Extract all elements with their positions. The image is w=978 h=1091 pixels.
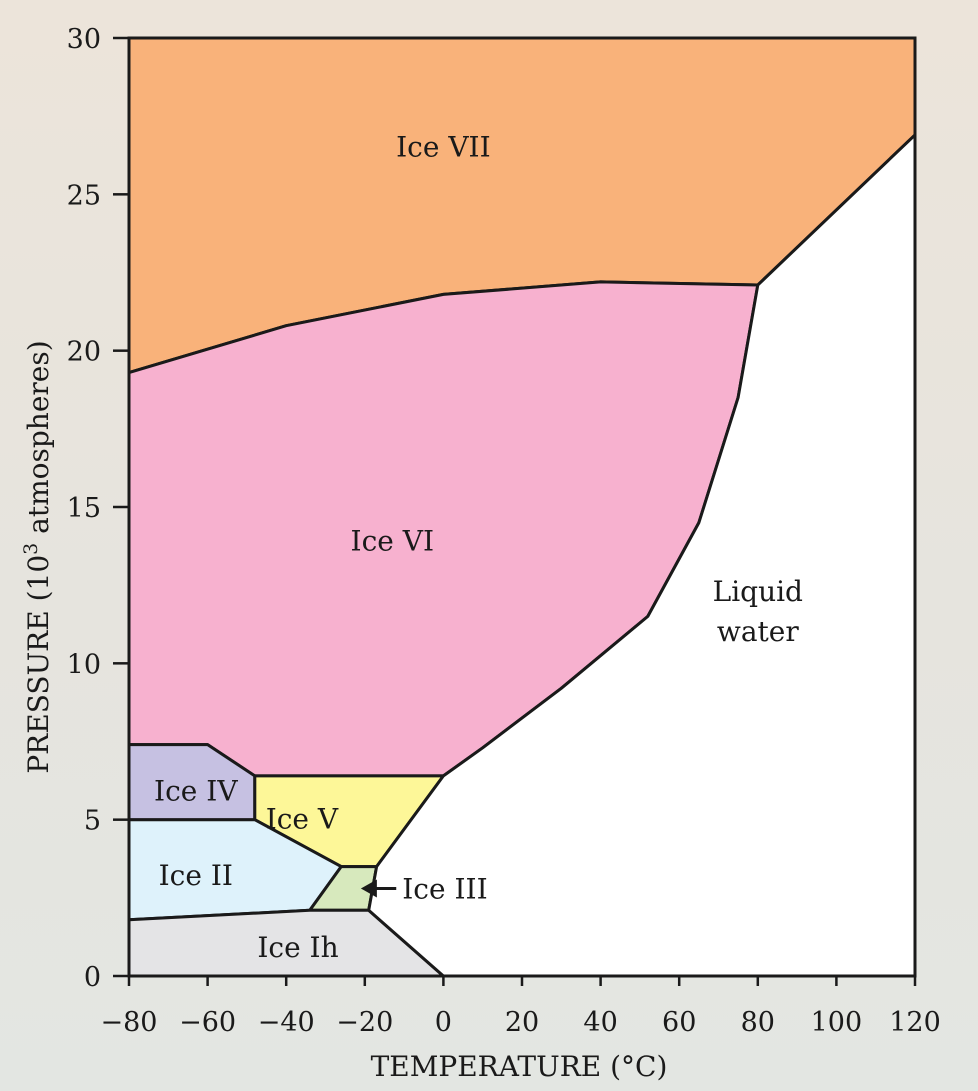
x-tick-label: −20 <box>336 1007 393 1038</box>
x-tick-label: 20 <box>505 1007 539 1038</box>
label-liquid-water: Liquid water <box>713 575 803 648</box>
x-tick-label: −60 <box>179 1007 236 1038</box>
x-tick-label: 60 <box>662 1007 696 1038</box>
y-tick-label: 5 <box>84 806 101 837</box>
annotation-arrow-head <box>360 879 377 898</box>
x-tick-label: −40 <box>258 1007 315 1038</box>
label-ice-v: Ice V <box>266 803 339 836</box>
y-tick-label: 15 <box>67 493 101 524</box>
region-labels: Ice VII Ice VI Ice IV Ice V Ice II Ice Ih Liqu… <box>154 130 803 963</box>
x-tick-label: 100 <box>811 1007 863 1038</box>
label-liquid-water-line: Liquid <box>713 575 803 608</box>
y-axis-title-prefix: PRESSURE (10 <box>22 555 55 774</box>
y-tick-label: 0 <box>84 962 101 993</box>
label-ice-iii: Ice III <box>402 872 487 905</box>
label-liquid-water-line: water <box>717 615 799 648</box>
label-ice-ii: Ice II <box>159 859 233 892</box>
label-ice-ih: Ice Ih <box>257 931 338 964</box>
y-tick-label: 20 <box>67 337 101 368</box>
label-ice-vii: Ice VII <box>396 130 491 163</box>
y-axis: 0 5 10 15 20 25 30 <box>67 24 129 993</box>
x-tick-label: −80 <box>101 1007 158 1038</box>
y-tick-label: 25 <box>67 180 101 211</box>
x-tick-label: 0 <box>435 1007 452 1038</box>
y-axis-title: PRESSURE (103 atmospheres) <box>20 340 55 773</box>
y-axis-title-sup: 3 <box>20 543 42 555</box>
label-ice-vi: Ice VI <box>351 524 435 557</box>
y-axis-title-suffix: atmospheres) <box>22 340 55 542</box>
y-tick-label: 10 <box>67 649 101 680</box>
phase-regions <box>127 36 917 978</box>
label-ice-iv: Ice IV <box>154 775 238 808</box>
x-axis-title: TEMPERATURE (°C) <box>371 1050 668 1083</box>
x-tick-label: 80 <box>741 1007 775 1038</box>
x-tick-label: 120 <box>889 1007 941 1038</box>
x-tick-label: 40 <box>583 1007 617 1038</box>
x-axis: −80 −60 −40 −20 0 20 40 60 80 100 120 <box>101 976 941 1038</box>
y-tick-label: 30 <box>67 24 101 55</box>
